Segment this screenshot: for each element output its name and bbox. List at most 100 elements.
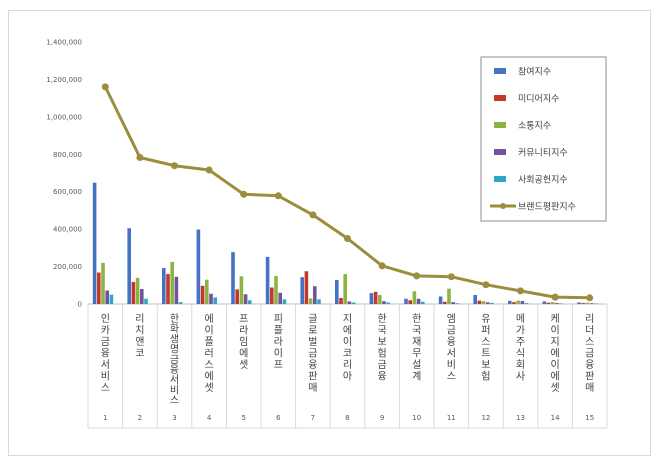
bar [542,301,547,304]
bar [109,294,114,304]
bar [577,302,581,304]
bar [213,297,217,304]
bar [585,302,590,304]
line-point [240,190,248,198]
bar [443,301,447,304]
bar [131,281,136,304]
line-point [136,154,144,161]
line-point [551,293,559,301]
bar [351,302,356,304]
bar [386,302,390,304]
bar [347,301,352,304]
line-point [447,273,455,281]
legend-swatch [494,95,506,101]
bar [231,252,235,304]
bar [447,288,451,304]
bar [486,302,490,304]
legend-label: 브랜드평판지수 [518,202,576,213]
bar [412,291,417,304]
rank-label: 5 [241,414,245,422]
legend-label: 사회공헌지수 [518,175,568,186]
bar [477,300,482,304]
bar [473,295,477,304]
bar [282,299,287,304]
rank-label: 3 [172,414,176,422]
bar [512,302,516,304]
y-tick-label: 200,000 [53,263,82,271]
bar [581,303,585,304]
line-point [205,166,213,174]
bar [92,182,97,304]
bar-layer [92,182,598,304]
y-tick-label: 800,000 [53,151,82,159]
rank-label: 9 [380,414,384,422]
line-layer [101,83,594,302]
bar [335,280,339,304]
rank-label: 1 [103,414,107,422]
rank-label: 13 [516,414,525,422]
bar [555,303,559,304]
bar [343,274,347,304]
legend-label: 커뮤니티지수 [518,148,568,159]
bar [408,300,412,304]
rank-label: 12 [481,414,490,422]
bar [162,268,166,304]
bar [317,299,321,304]
bar [313,286,317,304]
bar [144,298,148,304]
line-point [101,83,109,91]
y-tick-label: 600,000 [53,188,82,196]
bar [265,256,270,304]
bar [416,298,421,304]
bar [200,285,205,304]
y-tick-label: 400,000 [53,226,82,234]
bar [274,275,278,304]
bar [481,301,486,304]
bar [524,303,529,304]
label-layer: 인 카 금 융 서 비 스 1 리 치 앤 코 2 한 화 생 명 금 융 서 비 스 3 에 이 플 러 스 에 셋 4 프 라 임 에 셋 5 피 플 라… [101,313,595,422]
rank-label: 15 [585,414,594,422]
legend-box [480,56,607,222]
bar [339,298,343,304]
bar [378,295,382,304]
bar [235,289,239,304]
rank-label: 11 [447,414,456,422]
bar [308,298,313,304]
bar [278,292,282,304]
legend-marker [500,203,506,209]
line-point [378,262,386,270]
y-tick-label: 1,400,000 [46,39,82,47]
bar [135,277,140,304]
line-point [274,192,282,200]
line-point [586,294,594,302]
bar [369,293,374,304]
legend-label: 소통지수 [518,121,551,132]
bar [304,271,309,304]
rank-label: 7 [311,414,315,422]
axis-layer: 0 200,000 400,000 600,000 800,000 1,000,000 1,… [46,39,608,429]
bar [243,294,248,304]
bar [589,303,594,304]
y-tick-label: 1,000,000 [46,113,82,121]
legend-label: 미디어지수 [518,94,559,105]
rank-label: 14 [551,414,560,422]
bar [373,291,378,304]
bar [451,302,455,304]
bar [174,276,179,304]
bar [516,300,520,304]
bar [508,300,512,304]
rank-label: 4 [207,414,212,422]
y-tick-label: 0 [78,301,82,309]
bar [421,301,425,304]
